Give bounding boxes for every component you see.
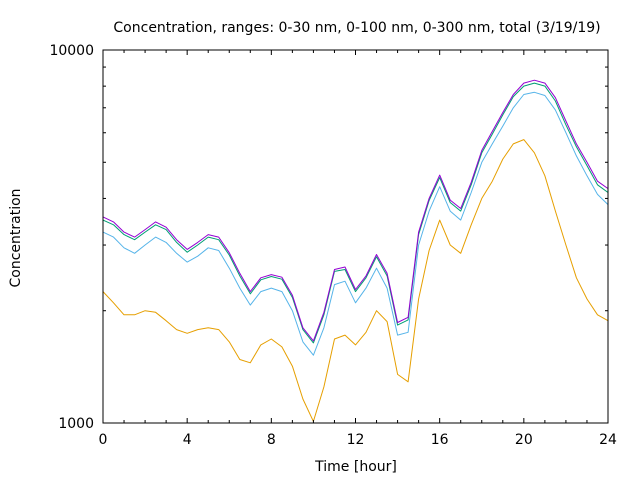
series-line-0-300-nm — [102, 82, 609, 344]
series-line-total — [102, 79, 609, 342]
x-axis-label: Time [hour] — [314, 459, 397, 475]
x-tick-label: 20 — [515, 432, 533, 448]
x-tick-label: 16 — [431, 432, 449, 448]
plot-area: 0 4 8 12 16 20 24 1000 10000 — [49, 43, 617, 448]
y-tick-label: 1000 — [58, 416, 94, 432]
chart-title: Concentration, ranges: 0-30 nm, 0-100 nm… — [113, 20, 600, 36]
x-tick-label: 4 — [183, 432, 192, 448]
y-tick-label: 10000 — [49, 43, 94, 59]
x-tick-label: 24 — [599, 432, 617, 448]
series-line-0-30-nm — [102, 139, 609, 422]
series-line-0-100-nm — [102, 91, 609, 356]
x-tick-label: 12 — [347, 432, 365, 448]
x-tick-label: 8 — [267, 432, 276, 448]
y-axis-label: Concentration — [8, 188, 24, 287]
x-tick-label: 0 — [99, 432, 108, 448]
